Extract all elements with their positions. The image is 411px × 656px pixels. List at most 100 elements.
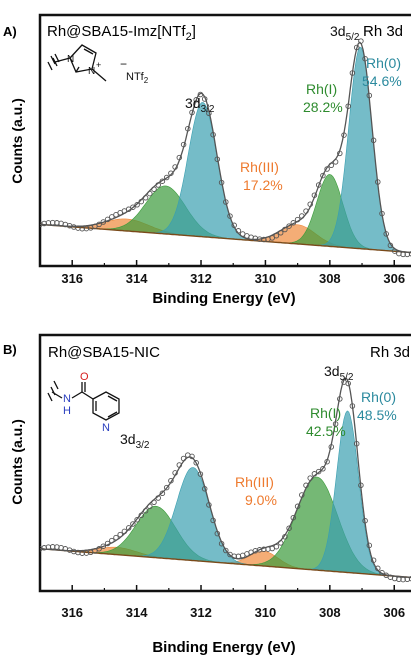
panel-a-data-point <box>113 211 119 218</box>
panel-b-data-point <box>138 512 145 519</box>
panel-a-data-point <box>172 164 178 170</box>
panel-b-data-point <box>223 547 229 554</box>
panel-a-x-tick-label: 316 <box>61 271 83 286</box>
panel-a-data-point <box>218 179 225 186</box>
panel-b-rh0-pct: 48.5% <box>357 407 397 423</box>
panel-b-data-point <box>358 482 364 489</box>
panel-a-corner-label: Rh 3d <box>363 23 403 40</box>
panel-a-data-point <box>125 206 132 212</box>
panel-b-data-point <box>104 540 111 547</box>
panel-a-data-point <box>189 109 195 116</box>
panel-b-data-point <box>134 516 140 523</box>
panel-b-o-atom: O <box>80 371 89 383</box>
panel-a-data-point <box>320 172 326 179</box>
panel-b-data-point <box>375 565 381 572</box>
panel-b-x-tick-label: 314 <box>126 605 148 620</box>
panel-a-rh0-component-area <box>40 46 411 253</box>
panel-b-data-point <box>353 440 360 447</box>
panel-a-data-point <box>168 170 174 176</box>
panel-a-data-point <box>201 96 208 102</box>
panel-b-background-line <box>40 548 411 579</box>
panel-b-ring-n-atom: N <box>102 422 110 434</box>
panel-a-data-point <box>282 226 288 233</box>
panel-a-label: A) <box>3 24 17 39</box>
panel-a-data-point <box>303 208 309 214</box>
panel-b-data-point <box>366 542 373 549</box>
panel-b-data-point <box>210 517 216 524</box>
panel-a-anion: NTf2 <box>126 71 149 85</box>
panel-a-data-point <box>214 156 221 162</box>
panel-b-frame <box>38 333 411 593</box>
panel-b-data-point <box>290 514 297 521</box>
panel-a-y-axis-label: Counts (a.u.) <box>9 98 25 184</box>
panel-a-rh1-pct: 28.2% <box>303 99 343 115</box>
panel-b-data-point <box>176 462 183 468</box>
panel-b-data-point <box>172 470 178 476</box>
panel-b-data-point <box>328 444 335 450</box>
panel-b-data-point <box>96 546 102 552</box>
panel-a-data-point <box>134 202 140 208</box>
panel-a-data-point <box>269 235 275 241</box>
panel-b-envelope-line <box>40 377 411 579</box>
panel-b-data-point <box>218 540 225 547</box>
panel-b-data-point <box>408 576 411 582</box>
panel-a-data-point <box>185 125 191 132</box>
panel-a-data-point <box>299 213 305 219</box>
panel-a-data-point <box>142 195 149 201</box>
panel-a-data-point <box>345 103 351 109</box>
panel-b-data-point <box>307 475 313 481</box>
panel-a-data-point <box>307 201 313 207</box>
panel-b-rh3-pct: 9.0% <box>245 492 277 508</box>
panel-a-data-point <box>193 97 199 103</box>
panel-a-data-point <box>176 154 183 161</box>
panel-a-data-point <box>324 166 330 172</box>
panel-b-data-point <box>163 484 170 491</box>
panel-a-plot: 316 314 312 310 308 306 <box>40 38 411 286</box>
panel-b-data-point <box>109 537 115 544</box>
panel-b-rh3-name: Rh(III) <box>235 474 274 490</box>
panel-a-data-point <box>159 178 166 184</box>
panel-b-x-axis-label: Binding Energy (eV) <box>152 639 295 656</box>
panel-b-data-point <box>121 528 128 535</box>
panel-b-data-point <box>159 490 166 497</box>
panel-a-rh3-pct: 17.2% <box>243 177 283 193</box>
panel-b-molecule <box>47 380 120 421</box>
panel-a-data-point <box>155 182 161 188</box>
panel-b-data-point <box>379 569 385 576</box>
panel-b-data-point <box>315 468 322 475</box>
panel-a-data-point <box>227 213 233 219</box>
panel-a-data-point <box>92 223 98 230</box>
panel-a-n1-atom: N <box>67 54 74 65</box>
panel-a-data-point <box>311 192 318 198</box>
panel-b-data-point <box>168 477 174 484</box>
panel-a-frame <box>38 13 411 268</box>
panel-a-data-point <box>231 222 237 229</box>
panel-b-data-point <box>180 455 187 462</box>
panel-a-data-point <box>197 91 204 98</box>
panel-b-data-point <box>282 534 288 540</box>
panel-b-data-point <box>193 460 199 466</box>
panel-a-data-point <box>349 70 356 76</box>
panel-b-data-point <box>206 502 212 508</box>
panel-a-data-point <box>163 174 170 181</box>
panel-a-data-point <box>104 216 111 223</box>
panel-a-x-tick-label: 310 <box>255 271 277 286</box>
panel-a-x-tick-label: 308 <box>319 271 341 286</box>
panel-a-data-point <box>375 179 381 185</box>
panel-a-data-point <box>206 110 212 117</box>
panel-b-data-point <box>201 486 208 492</box>
panel-a-data-point <box>362 55 368 62</box>
panel-a-data-point <box>383 231 389 237</box>
panel-b-data-point <box>294 503 301 510</box>
panel-b-rh1-name: Rh(I) <box>310 405 341 421</box>
panel-b-data-point <box>151 499 157 506</box>
panel-b-data-point <box>125 525 132 531</box>
panel-a-data-point <box>387 242 394 249</box>
panel-a-3d52-label: 3d5/2 <box>330 23 360 43</box>
panel-b-x-tick-label: 306 <box>383 605 405 620</box>
panel-a-x-axis-label: Binding Energy (eV) <box>152 290 295 307</box>
panel-a-data-point <box>180 141 187 148</box>
panel-b-data-point <box>273 543 280 550</box>
panel-b-data-point <box>320 466 326 472</box>
panel-a-data-point <box>353 44 360 51</box>
